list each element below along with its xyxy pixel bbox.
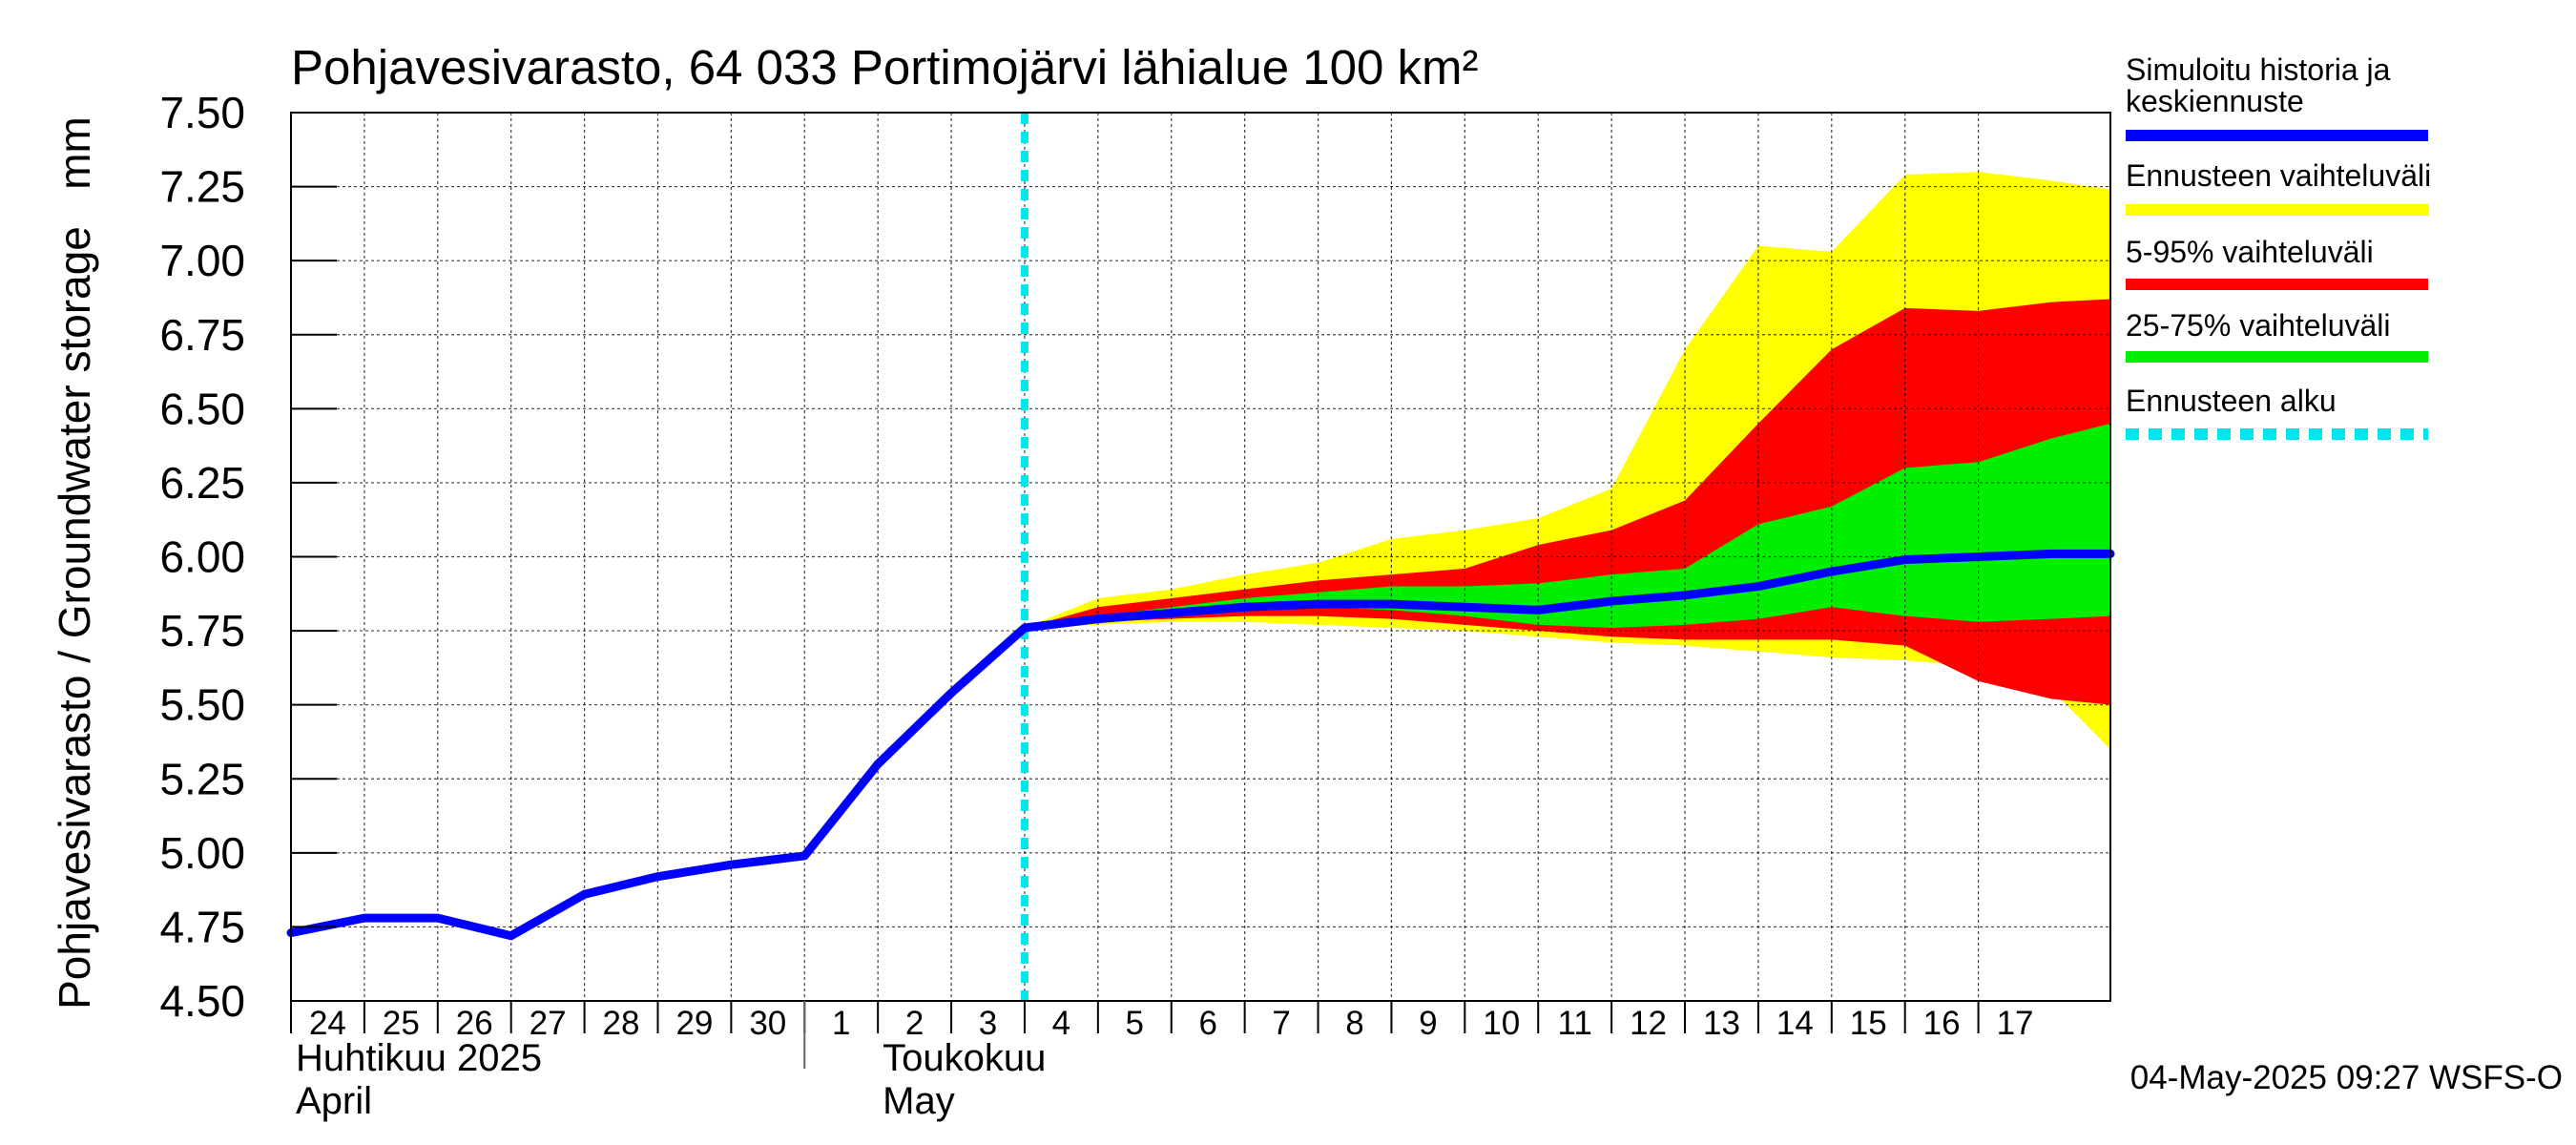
legend-label: keskiennuste	[2126, 84, 2304, 118]
x-tick-label: 10	[1483, 1005, 1520, 1042]
tick-labels: 7.50 7.25 7.00 6.75 6.50 6.25 6.00 5.75 5.50 5.25…	[159, 88, 2033, 1122]
month-label: Toukokuu	[883, 1037, 1046, 1079]
y-tick-label: 5.50	[159, 680, 245, 730]
x-tick-label: 15	[1850, 1005, 1887, 1042]
month-label-english: May	[883, 1080, 955, 1122]
month-label: Huhtikuu 2025	[296, 1037, 542, 1079]
x-tick-label: 8	[1345, 1005, 1363, 1042]
x-tick-label: 12	[1630, 1005, 1667, 1042]
x-tick-label: 1	[832, 1005, 850, 1042]
band-3	[1024, 423, 2110, 628]
x-tick-label: 28	[603, 1005, 640, 1042]
x-tick-label: 30	[749, 1005, 786, 1042]
x-tick-label: 11	[1557, 1005, 1591, 1042]
legend-label: Ennusteen vaihteluväli	[2126, 158, 2431, 193]
median-forecast-line	[1020, 549, 2115, 633]
y-axis-label: Pohjavesivarasto / Groundwater storage m…	[50, 116, 99, 1010]
x-tick-label: 25	[383, 1005, 420, 1042]
legend-label: 25-75% vaihteluväli	[2126, 308, 2391, 343]
x-tick-label: 6	[1198, 1005, 1216, 1042]
month-label-english: April	[296, 1080, 372, 1122]
x-tick-label: 5	[1126, 1005, 1144, 1042]
y-tick-label: 5.00	[159, 828, 245, 878]
y-tick-label: 4.50	[159, 976, 245, 1026]
x-tick-label: 7	[1272, 1005, 1290, 1042]
y-tick-label: 6.25	[159, 458, 245, 508]
y-tick-label: 7.50	[159, 88, 245, 137]
x-tick-label: 3	[979, 1005, 997, 1042]
chart-title: Pohjavesivarasto, 64 033 Portimojärvi lä…	[291, 40, 1478, 94]
history-line	[286, 623, 1029, 941]
series-lines	[286, 113, 2115, 1001]
x-tick-label: 2	[905, 1005, 924, 1042]
y-tick-label: 5.25	[159, 754, 245, 803]
y-tick-label: 6.00	[159, 532, 245, 582]
legend-label: Simuloitu historia ja	[2126, 52, 2391, 87]
x-tick-label: 17	[1997, 1005, 2034, 1042]
legend-label: Ennusteen alku	[2126, 384, 2337, 418]
x-tick-label: 9	[1419, 1005, 1437, 1042]
x-tick-label: 24	[309, 1005, 346, 1042]
x-tick-label: 13	[1703, 1005, 1740, 1042]
timestamp-footer: 04-May-2025 09:27 WSFS-O	[2130, 1059, 2563, 1096]
x-tick-label: 14	[1776, 1005, 1814, 1042]
x-tick-label: 26	[456, 1005, 493, 1042]
y-tick-label: 7.00	[159, 236, 245, 285]
forecast-bands	[1024, 172, 2110, 750]
axes	[290, 112, 2111, 1069]
y-tick-label: 7.25	[159, 162, 245, 212]
y-tick-label: 6.50	[159, 384, 245, 433]
y-tick-label: 5.75	[159, 606, 245, 656]
legend-label: 5-95% vaihteluväli	[2126, 235, 2374, 269]
x-tick-label: 16	[1923, 1005, 1961, 1042]
y-tick-label: 4.75	[159, 902, 245, 951]
x-tick-label: 29	[675, 1005, 713, 1042]
x-tick-label: 27	[530, 1005, 567, 1042]
x-tick-label: 4	[1052, 1005, 1070, 1042]
y-tick-label: 6.75	[159, 310, 245, 360]
